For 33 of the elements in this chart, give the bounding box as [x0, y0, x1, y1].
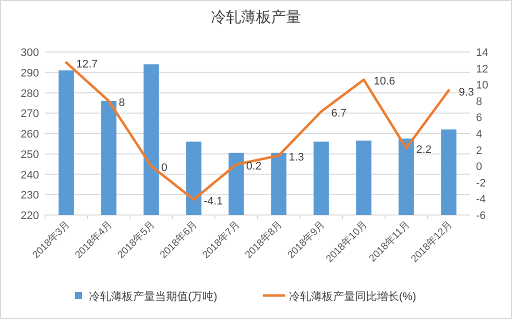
y-tick-label: 270 — [20, 108, 39, 120]
y-tick-label: 290 — [20, 67, 39, 80]
data-label: 8 — [118, 96, 125, 109]
data-label: 0 — [161, 162, 168, 174]
y2-tick-label: 6 — [476, 112, 482, 124]
data-label: -4.1 — [204, 196, 223, 208]
data-label: 6.7 — [331, 107, 347, 120]
data-label: 10.6 — [374, 76, 396, 88]
data-label: 2.2 — [416, 144, 432, 156]
y2-tick-label: 2 — [476, 144, 482, 157]
y-tick-label: 260 — [20, 128, 39, 140]
chart-title: 冷轧薄板产量 — [211, 9, 301, 26]
y2-tick-label: -2 — [476, 177, 486, 190]
y2-tick-label: 0 — [476, 161, 482, 174]
y2-tick-label: 8 — [476, 96, 482, 108]
y-tick-label: 300 — [20, 47, 39, 59]
legend-label: 冷轧薄板产量当期值(万吨) — [89, 290, 218, 303]
data-label: 0.2 — [246, 160, 262, 172]
legend-label: 冷轧薄板产量同比增长(%) — [289, 290, 416, 303]
y2-tick-label: 14 — [476, 47, 488, 59]
y2-tick-label: -4 — [476, 194, 486, 206]
y-tick-label: 280 — [20, 88, 39, 100]
y-tick-label: 220 — [20, 210, 39, 222]
y2-tick-label: 4 — [476, 128, 482, 140]
y-tick-label: 230 — [20, 190, 39, 202]
y2-tick-label: -6 — [476, 210, 486, 222]
y2-tick-label: 10 — [476, 80, 488, 92]
data-label: 1.3 — [288, 152, 304, 164]
y2-tick-label: 12 — [476, 63, 488, 76]
y-tick-label: 240 — [20, 169, 39, 182]
data-label: 12.7 — [76, 58, 98, 71]
y-tick-label: 250 — [20, 148, 39, 161]
data-label: 9.3 — [458, 86, 474, 98]
